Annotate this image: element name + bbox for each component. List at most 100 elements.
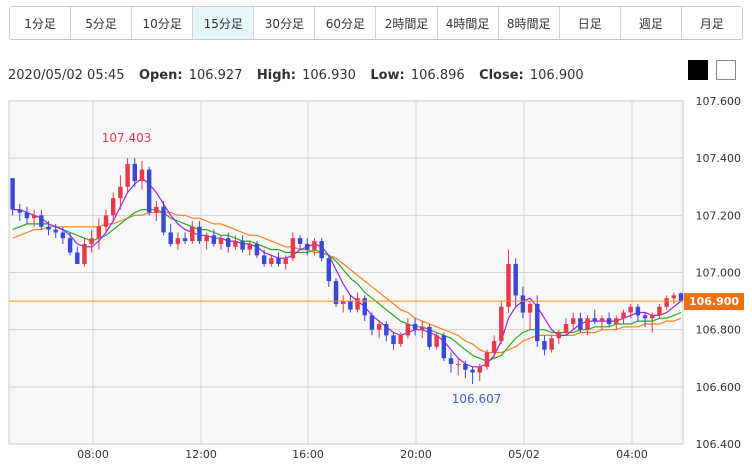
tab-timeframe-6[interactable]: 2時間足 (376, 7, 438, 39)
candle-body (276, 258, 281, 264)
candle-body (527, 303, 533, 313)
current-price-label: 106.900 (689, 295, 739, 308)
candle-body (578, 318, 583, 330)
candle-body (506, 263, 511, 307)
x-tick-label: 20:00 (400, 448, 432, 461)
tab-timeframe-10[interactable]: 週足 (620, 7, 682, 39)
y-tick-label: 107.000 (696, 267, 742, 280)
candle-body (664, 298, 669, 307)
candle-body (491, 341, 497, 353)
candle-body (405, 323, 411, 336)
candle-body (168, 232, 173, 244)
current-price-tag (684, 293, 744, 311)
candle-body (132, 163, 138, 182)
candle-body (441, 335, 447, 359)
candle-body (154, 206, 159, 213)
candle-body (570, 318, 576, 324)
candle-body (211, 235, 217, 244)
candle-body (384, 323, 389, 336)
candle-body (53, 229, 58, 233)
close-value: 106.900 (529, 68, 584, 83)
candle-body (448, 358, 454, 364)
y-tick-label: 106.600 (696, 381, 742, 394)
candle-body (355, 298, 360, 310)
x-tick-label: 12:00 (185, 448, 217, 461)
candle-body (39, 215, 44, 227)
candle-body (513, 263, 518, 296)
candle-body (549, 338, 554, 350)
tab-timeframe-0[interactable]: 1分足 (10, 7, 72, 39)
candlestick-chart: 107.600 107.400 107.200 107.000 106.800 106.6… (8, 95, 744, 461)
candle-body (635, 306, 641, 316)
low-value: 106.896 (410, 68, 465, 83)
candle-body (678, 293, 684, 302)
candle-body (650, 315, 655, 319)
tab-timeframe-2[interactable]: 10分足 (132, 7, 194, 39)
candle-body (499, 306, 504, 342)
candle-body (434, 335, 439, 347)
candle-body (254, 243, 260, 256)
dark-theme-swatch[interactable] (688, 60, 708, 80)
y-tick-label: 107.600 (696, 95, 742, 108)
low-annotation: 106.607 (452, 392, 502, 406)
candle-body (542, 341, 547, 350)
candle-body (161, 206, 166, 233)
candle-body (75, 252, 80, 264)
candle-body (326, 258, 332, 282)
candle-body (585, 318, 590, 330)
candle-body (190, 226, 195, 242)
candle-body (67, 238, 73, 253)
candle-body (484, 352, 490, 367)
candle-body (283, 258, 288, 264)
candle-body (348, 301, 353, 310)
candle-body (535, 303, 540, 342)
y-tick-label: 107.400 (696, 152, 742, 165)
candle-body (305, 243, 310, 250)
candle-body (60, 232, 66, 239)
candle-body (477, 366, 482, 373)
candle-body (592, 318, 597, 322)
candle-body (24, 212, 30, 219)
high-label: High: (256, 68, 296, 83)
tab-timeframe-3[interactable]: 15分足 (193, 7, 255, 39)
tab-timeframe-4[interactable]: 30分足 (254, 7, 316, 39)
close-label: Close: (479, 68, 524, 83)
tab-timeframe-11[interactable]: 月足 (681, 7, 742, 39)
candle-body (628, 306, 633, 313)
tab-timeframe-8[interactable]: 8時間足 (498, 7, 560, 39)
tab-timeframe-5[interactable]: 60分足 (315, 7, 377, 39)
light-theme-swatch[interactable] (716, 60, 736, 80)
tab-timeframe-7[interactable]: 4時間足 (437, 7, 499, 39)
candle-body (290, 238, 296, 259)
candle-body (606, 318, 612, 324)
candle-body (247, 243, 252, 250)
candle-body (312, 241, 317, 250)
tab-timeframe-1[interactable]: 5分足 (71, 7, 133, 39)
open-label: Open: (138, 68, 183, 83)
tab-timeframe-9[interactable]: 日足 (559, 7, 621, 39)
candle-body (412, 323, 418, 330)
candle-body (362, 298, 367, 316)
candle-body (31, 215, 37, 219)
x-tick-label: 08:00 (77, 448, 109, 461)
timeframe-tabs: 1分足 5分足 10分足 15分足 30分足 60分足 2時間足 4時間足 8時間足 日足 週足 月足 (9, 6, 743, 40)
x-tick-label: 04:00 (616, 448, 648, 461)
candle-body (455, 363, 461, 365)
candle-body (10, 178, 15, 210)
info-datetime: 2020/05/02 05:45 (8, 68, 125, 83)
candle-body (225, 238, 231, 247)
y-tick-label: 106.800 (696, 324, 742, 337)
candle-body (269, 258, 274, 264)
candle-body (614, 318, 619, 324)
candle-body (204, 235, 209, 242)
candle-body (261, 255, 267, 264)
high-value: 106.930 (302, 68, 356, 83)
candle-body (182, 238, 188, 242)
candle-body (218, 238, 224, 244)
ohlc-info-bar: 2020/05/02 05:45 Open: 106.927 High: 106… (8, 68, 586, 83)
candle-body (671, 295, 677, 299)
candle-body (642, 315, 648, 319)
candle-body (96, 226, 102, 239)
candle-body (420, 326, 425, 330)
x-tick-label: 16:00 (292, 448, 324, 461)
